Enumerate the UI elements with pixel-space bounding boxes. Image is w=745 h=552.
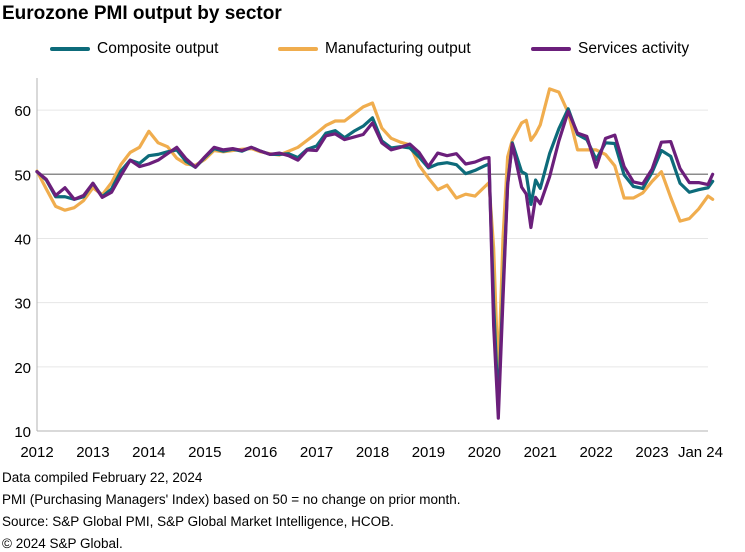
footer-date: Data compiled February 22, 2024: [2, 470, 203, 485]
legend-label-manufacturing: Manufacturing output: [325, 40, 471, 57]
chart-legend: Composite output Manufacturing output Se…: [0, 40, 745, 62]
footer-copyright: © 2024 S&P Global.: [2, 536, 123, 551]
y-tick-label: 20: [14, 360, 31, 377]
x-tick-label: 2012: [20, 444, 53, 461]
series-line-services: [35, 109, 715, 420]
legend-label-composite: Composite output: [97, 40, 219, 57]
line-chart: 10 20 30 40 50 60 2012 2013 2014 2015 2016 2017 2018…: [14, 78, 723, 461]
x-tick-label: 2017: [300, 444, 333, 461]
x-tick-label: 2014: [132, 444, 165, 461]
legend-swatch-services: [531, 47, 571, 51]
legend-item-services: Services activity: [531, 40, 689, 58]
legend-label-services: Services activity: [578, 40, 690, 57]
x-tick-label: 2016: [244, 444, 277, 461]
y-tick-label: 30: [14, 296, 31, 313]
x-tick-label: 2022: [579, 444, 612, 461]
y-tick-label: 50: [14, 167, 31, 184]
footer-definition: PMI (Purchasing Managers' Index) based o…: [2, 492, 461, 507]
y-tick-label: 10: [14, 424, 31, 441]
x-tick-label: 2013: [76, 444, 109, 461]
legend-swatch-composite: [50, 47, 90, 51]
series-line-manufacturing: [35, 87, 715, 381]
x-tick-label: 2021: [524, 444, 557, 461]
legend-swatch-manufacturing: [278, 47, 318, 51]
legend-item-manufacturing: Manufacturing output: [278, 40, 471, 58]
legend-item-composite: Composite output: [50, 40, 219, 58]
chart-title: Eurozone PMI output by sector: [2, 3, 282, 24]
y-tick-label: 60: [14, 103, 31, 120]
footer-source: Source: S&P Global PMI, S&P Global Marke…: [2, 514, 394, 529]
x-tick-label: 2015: [188, 444, 221, 461]
x-tick-label: Jan 24: [678, 444, 723, 461]
y-tick-label: 40: [14, 231, 31, 248]
x-tick-label: 2019: [412, 444, 445, 461]
x-tick-label: 2020: [468, 444, 501, 461]
x-tick-label: 2018: [356, 444, 389, 461]
x-tick-label: 2023: [635, 444, 668, 461]
series-line-composite: [35, 107, 715, 410]
